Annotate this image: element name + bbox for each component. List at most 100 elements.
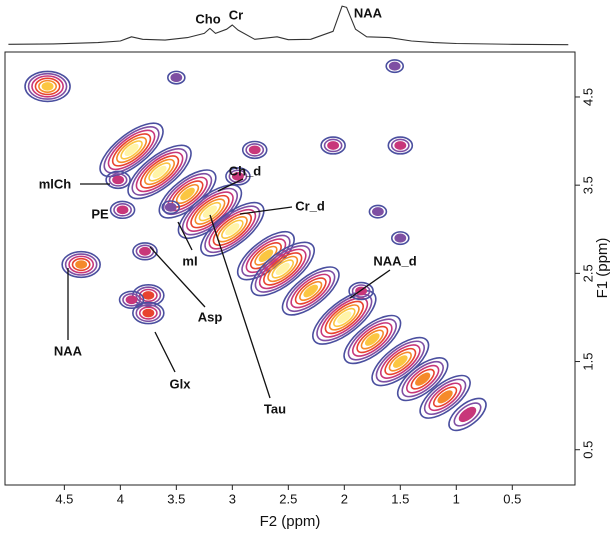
projection-trace <box>8 5 569 46</box>
contour-ring <box>281 266 340 316</box>
contour-ring <box>180 187 195 201</box>
contour-ring <box>34 77 61 96</box>
contour-ring <box>164 202 177 212</box>
y-tick-label: 4.5 <box>580 88 595 106</box>
contour-ring <box>415 372 431 386</box>
contour-ring <box>135 303 162 323</box>
x-tick-label: 4 <box>117 491 124 506</box>
x-axis-label: F2 (ppm) <box>260 513 321 530</box>
contour-ring <box>271 259 294 279</box>
contour-ring <box>387 136 414 155</box>
contour-ring <box>132 301 165 325</box>
contour-ring <box>428 382 462 412</box>
contour-ring <box>437 390 453 404</box>
contour-ring <box>312 290 377 345</box>
contour-ring <box>144 158 175 186</box>
annotation: mI <box>182 253 197 268</box>
cross-peak <box>343 314 402 365</box>
contour-ring <box>245 143 265 157</box>
x-tick-label: 4.5 <box>55 491 73 506</box>
cross-peak <box>320 136 346 155</box>
annotation-line <box>239 206 293 215</box>
y-tick-label: 3.5 <box>580 176 595 194</box>
cross-peak <box>132 283 165 307</box>
contour-ring <box>254 245 311 293</box>
contour-ring <box>139 155 180 189</box>
y-tick-label: 2.5 <box>580 264 595 282</box>
contour-ring <box>27 72 68 100</box>
contour-ring <box>390 138 410 153</box>
contour-ring <box>148 162 171 182</box>
contour-ring <box>337 311 352 324</box>
annotation: Asp <box>198 309 223 324</box>
contour-ring <box>112 175 125 185</box>
contour-ring <box>394 141 407 150</box>
contour-ring <box>267 255 299 283</box>
cross-peak <box>167 70 186 85</box>
annotation: Glx <box>170 376 192 391</box>
cross-peak <box>105 170 131 190</box>
cross-peak <box>127 144 192 200</box>
contour-ring <box>327 141 340 150</box>
contour-ring <box>24 70 71 103</box>
contour-ring <box>202 205 218 218</box>
contour-ring <box>225 223 240 236</box>
contour-ring <box>401 360 444 398</box>
cross-peak <box>132 301 165 325</box>
cross-peak <box>99 122 164 178</box>
annotation: PE <box>91 206 109 221</box>
x-tick-label: 3 <box>229 491 236 506</box>
contour-ring <box>388 351 412 372</box>
contour-ring <box>99 122 164 178</box>
cross-peak <box>132 242 158 261</box>
cross-peak <box>391 231 410 246</box>
cross-peak <box>109 200 136 220</box>
contour-ring <box>406 364 440 394</box>
x-tick-label: 0.5 <box>503 491 521 506</box>
contour-ring <box>348 281 374 301</box>
annotation-line <box>177 221 193 251</box>
contour-ring <box>125 295 138 305</box>
contour-ring <box>347 318 397 361</box>
contour-ring <box>388 61 401 71</box>
contour-layer <box>24 59 487 432</box>
contour-ring <box>204 205 261 254</box>
contour-ring <box>64 253 98 276</box>
annotation-line <box>149 246 206 308</box>
contour-ring <box>71 257 91 272</box>
cross-peak <box>24 70 71 103</box>
annotation: mlCh <box>39 176 72 191</box>
cross-peak <box>368 204 388 219</box>
contour-ring <box>167 70 186 85</box>
contour-ring <box>105 170 131 190</box>
contour-ring <box>212 212 252 247</box>
contour-ring <box>161 200 181 215</box>
contour-ring <box>432 386 458 408</box>
contour-ring <box>453 402 482 427</box>
contour-ring <box>111 133 152 167</box>
contour-ring <box>142 291 155 300</box>
contour-ring <box>228 169 248 184</box>
contour-ring <box>170 73 183 83</box>
contour-ring <box>448 397 487 432</box>
x-tick-label: 2.5 <box>279 491 297 506</box>
contour-ring <box>127 144 192 200</box>
annotation-line <box>349 269 391 299</box>
annotation: NAA_d <box>373 253 416 268</box>
contour-ring <box>138 306 158 320</box>
y-tick-label: 0.5 <box>580 441 595 459</box>
contour-ring <box>198 201 222 222</box>
cross-peak <box>396 357 449 402</box>
contour-ring <box>135 151 184 193</box>
annotation: NAA <box>354 5 383 20</box>
contour-ring <box>263 252 303 286</box>
contour-ring <box>393 355 408 368</box>
contour-ring <box>132 242 158 261</box>
contour-ring <box>116 136 148 164</box>
cross-peak <box>448 397 487 432</box>
contour-ring <box>343 314 402 365</box>
contour-ring <box>365 333 380 346</box>
contour-ring <box>333 307 356 328</box>
contour-ring <box>372 207 384 217</box>
cross-peak <box>250 241 315 297</box>
